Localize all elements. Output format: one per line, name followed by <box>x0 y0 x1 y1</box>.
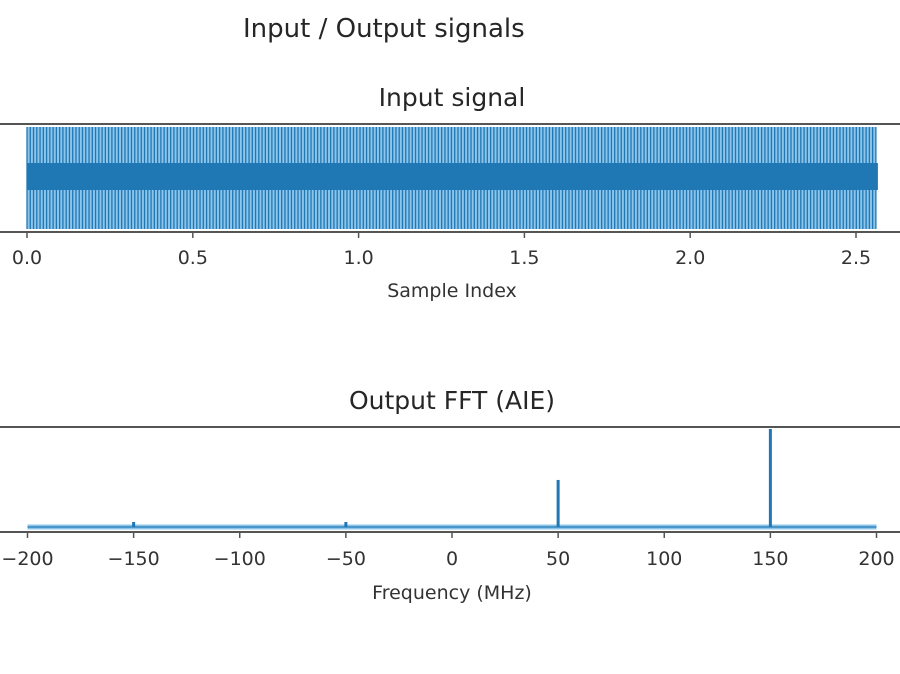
x-tick-label: −150 <box>108 548 160 570</box>
x-tick-label: 2.5 <box>841 247 871 269</box>
x-tick-label: 2.0 <box>675 247 705 269</box>
x-tick-label: 0 <box>446 548 458 570</box>
x-tick-label: 50 <box>546 548 570 570</box>
output-fft-xlabel: Frequency (MHz) <box>372 582 532 604</box>
output-fft-title: Output FFT (AIE) <box>348 386 556 415</box>
input-signal-title: Input signal <box>378 83 526 112</box>
output-fft-axes: −200 −150 −100 −50 0 50 100 150 200 <box>0 426 900 570</box>
x-tick-label: 100 <box>646 548 682 570</box>
x-tick-label: −50 <box>326 548 366 570</box>
x-tick-label: 150 <box>752 548 788 570</box>
input-signal-axes: 0.0 0.5 1.0 1.5 2.0 2.5 <box>0 123 900 269</box>
input-signal-xlabel: Sample Index <box>387 280 517 302</box>
x-tick-label: −100 <box>214 548 266 570</box>
figure-suptitle: Input / Output signals <box>243 14 525 44</box>
x-tick-label: 0.0 <box>12 247 42 269</box>
x-tick-label: 1.5 <box>509 247 539 269</box>
x-tick-label: 1.0 <box>343 247 373 269</box>
x-tick-label: 0.5 <box>178 247 208 269</box>
x-tick-label: −200 <box>1 548 53 570</box>
input-signal-band <box>27 163 878 190</box>
x-tick-label: 200 <box>858 548 894 570</box>
